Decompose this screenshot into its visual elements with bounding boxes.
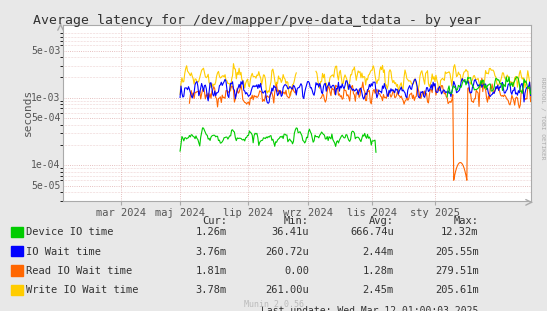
- Text: 12.32m: 12.32m: [441, 227, 479, 237]
- Text: 3.76m: 3.76m: [196, 247, 227, 257]
- Text: 2.44m: 2.44m: [363, 247, 394, 257]
- Text: 2.45m: 2.45m: [363, 285, 394, 295]
- Text: Device IO time: Device IO time: [26, 227, 114, 237]
- Text: 279.51m: 279.51m: [435, 266, 479, 276]
- Text: seconds: seconds: [23, 89, 33, 136]
- Text: Read IO Wait time: Read IO Wait time: [26, 266, 132, 276]
- Text: Min:: Min:: [284, 216, 309, 226]
- Text: 3.78m: 3.78m: [196, 285, 227, 295]
- Text: 1e-04: 1e-04: [31, 160, 61, 170]
- Text: 0.00: 0.00: [284, 266, 309, 276]
- Text: Munin 2.0.56: Munin 2.0.56: [243, 299, 304, 309]
- Text: 205.61m: 205.61m: [435, 285, 479, 295]
- Text: 36.41u: 36.41u: [271, 227, 309, 237]
- Text: Last update: Wed Mar 12 01:00:03 2025: Last update: Wed Mar 12 01:00:03 2025: [261, 306, 479, 311]
- Text: 666.74u: 666.74u: [350, 227, 394, 237]
- Text: 5e-04: 5e-04: [31, 113, 61, 123]
- Text: RRDTOOL / TOBI OETIKER: RRDTOOL / TOBI OETIKER: [541, 77, 546, 160]
- Text: 5e-03: 5e-03: [31, 45, 61, 56]
- Text: Write IO Wait time: Write IO Wait time: [26, 285, 139, 295]
- Text: 261.00u: 261.00u: [265, 285, 309, 295]
- Text: 5e-05: 5e-05: [31, 181, 61, 191]
- Text: Cur:: Cur:: [202, 216, 227, 226]
- Text: 260.72u: 260.72u: [265, 247, 309, 257]
- Text: 1e-03: 1e-03: [31, 93, 61, 103]
- Text: Max:: Max:: [453, 216, 479, 226]
- Text: Avg:: Avg:: [369, 216, 394, 226]
- Text: 1.26m: 1.26m: [196, 227, 227, 237]
- Text: IO Wait time: IO Wait time: [26, 247, 101, 257]
- Text: 1.81m: 1.81m: [196, 266, 227, 276]
- Text: 205.55m: 205.55m: [435, 247, 479, 257]
- Text: 1.28m: 1.28m: [363, 266, 394, 276]
- Text: Average latency for /dev/mapper/pve-data_tdata - by year: Average latency for /dev/mapper/pve-data…: [33, 14, 481, 27]
